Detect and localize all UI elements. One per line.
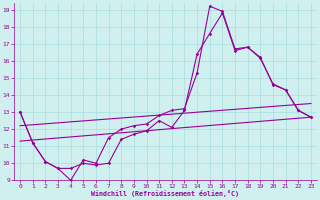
X-axis label: Windchill (Refroidissement éolien,°C): Windchill (Refroidissement éolien,°C) [92, 190, 239, 197]
